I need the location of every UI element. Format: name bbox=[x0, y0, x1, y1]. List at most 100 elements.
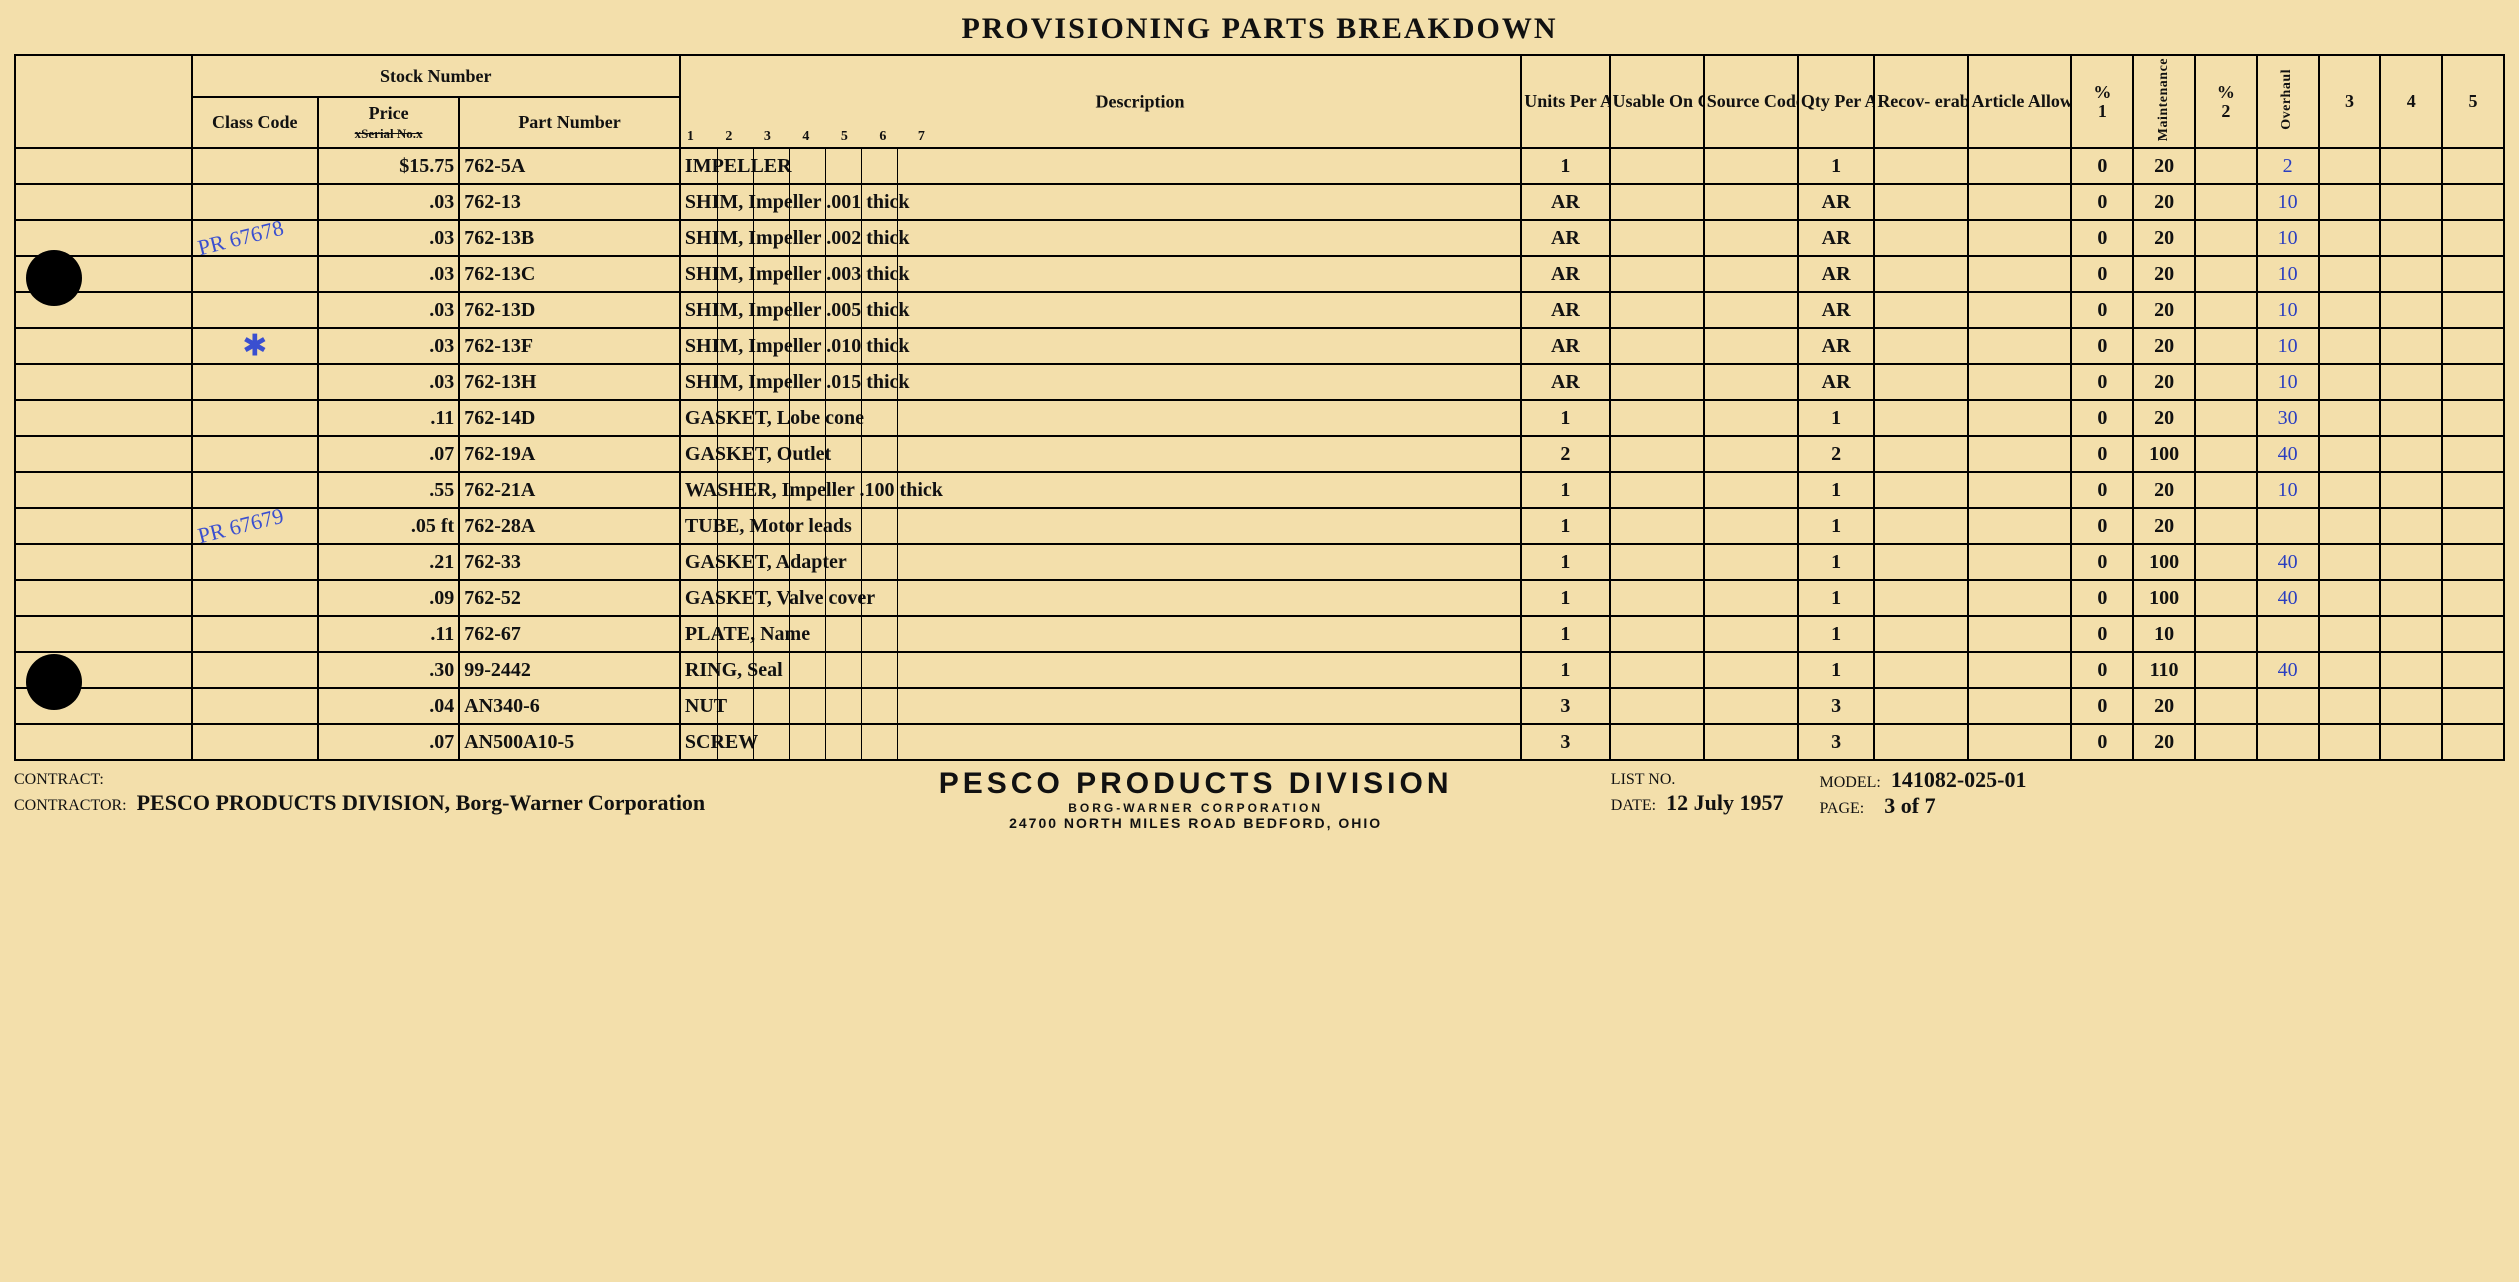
cell bbox=[2195, 292, 2257, 328]
cell bbox=[1874, 436, 1968, 472]
hdr-article-allow-list: Article Allow List bbox=[1968, 55, 2071, 148]
cell: AN340-6 bbox=[459, 688, 680, 724]
cell bbox=[192, 652, 319, 688]
table-row: .21762-33GASKET, Adapter11010040 bbox=[15, 544, 2504, 580]
cell: 0 bbox=[2071, 400, 2133, 436]
cell: 0 bbox=[2071, 652, 2133, 688]
cell bbox=[2195, 688, 2257, 724]
cell: 20 bbox=[2133, 724, 2195, 760]
cell: PR 67678 bbox=[192, 220, 319, 256]
cell bbox=[2257, 724, 2319, 760]
cell bbox=[2442, 256, 2504, 292]
hdr-n5: 5 bbox=[2442, 55, 2504, 148]
cell bbox=[2380, 616, 2442, 652]
cell bbox=[1968, 616, 2071, 652]
cell bbox=[1610, 400, 1704, 436]
cell: 40 bbox=[2257, 436, 2319, 472]
cell: 1 bbox=[1521, 148, 1609, 184]
cell bbox=[192, 148, 319, 184]
cell bbox=[2380, 688, 2442, 724]
cell bbox=[2380, 328, 2442, 364]
cell bbox=[1968, 436, 2071, 472]
cell bbox=[1610, 652, 1704, 688]
cell: 100 bbox=[2133, 544, 2195, 580]
cell: 10 bbox=[2133, 616, 2195, 652]
cell: 0 bbox=[2071, 436, 2133, 472]
hdr-part-number: Part Number bbox=[459, 97, 680, 148]
table-row: PR 67679.05 ft762-28ATUBE, Motor leads11… bbox=[15, 508, 2504, 544]
cell bbox=[1610, 220, 1704, 256]
cell bbox=[2442, 688, 2504, 724]
hdr-stock-number: Stock Number bbox=[192, 55, 680, 97]
cell: 10 bbox=[2257, 292, 2319, 328]
table-row: $15.75762-5AIMPELLER110202 bbox=[15, 148, 2504, 184]
cell bbox=[1610, 544, 1704, 580]
cell bbox=[1610, 724, 1704, 760]
cell-description: PLATE, Name bbox=[680, 616, 1521, 652]
cell bbox=[2257, 508, 2319, 544]
cell: 20 bbox=[2133, 508, 2195, 544]
date-value: 12 July 1957 bbox=[1666, 790, 1783, 815]
cell bbox=[2442, 220, 2504, 256]
cell bbox=[2380, 292, 2442, 328]
cell bbox=[1874, 508, 1968, 544]
cell bbox=[192, 400, 319, 436]
cell: 762-13C bbox=[459, 256, 680, 292]
cell: .09 bbox=[318, 580, 459, 616]
table-row: ✱.03762-13FSHIM, Impeller .010 thickARAR… bbox=[15, 328, 2504, 364]
table-row: .03762-13HSHIM, Impeller .015 thickARAR0… bbox=[15, 364, 2504, 400]
cell bbox=[192, 472, 319, 508]
cell bbox=[2442, 400, 2504, 436]
hdr-n4: 4 bbox=[2380, 55, 2442, 148]
cell bbox=[1968, 400, 2071, 436]
cell: 762-14D bbox=[459, 400, 680, 436]
cell: 10 bbox=[2257, 364, 2319, 400]
cell: .07 bbox=[318, 436, 459, 472]
cell: 100 bbox=[2133, 436, 2195, 472]
cell: AR bbox=[1798, 328, 1874, 364]
cell bbox=[1704, 436, 1798, 472]
contractor-value: PESCO PRODUCTS DIVISION, Borg-Warner Cor… bbox=[137, 790, 706, 815]
table-row: .09762-52GASKET, Valve cover11010040 bbox=[15, 580, 2504, 616]
cell bbox=[2442, 544, 2504, 580]
cell bbox=[2319, 580, 2381, 616]
table-header: Stock Number Description 1 2 3 4 5 6 7 U… bbox=[15, 55, 2504, 148]
cell: 30 bbox=[2257, 400, 2319, 436]
cell bbox=[2442, 472, 2504, 508]
cell: 0 bbox=[2071, 364, 2133, 400]
cell bbox=[1874, 184, 1968, 220]
cell: 3 bbox=[1798, 688, 1874, 724]
cell: 20 bbox=[2133, 256, 2195, 292]
cell bbox=[2380, 400, 2442, 436]
cell: AR bbox=[1521, 292, 1609, 328]
cell bbox=[2380, 364, 2442, 400]
hdr-price: PricexSerial No.x bbox=[318, 97, 459, 148]
cell-description: SHIM, Impeller .003 thick bbox=[680, 256, 1521, 292]
cell bbox=[2319, 544, 2381, 580]
hdr-units-per-assy: Units Per Assy bbox=[1521, 55, 1609, 148]
cell bbox=[15, 472, 192, 508]
cell bbox=[1610, 580, 1704, 616]
cell bbox=[2442, 292, 2504, 328]
cell bbox=[1968, 364, 2071, 400]
cell: 40 bbox=[2257, 544, 2319, 580]
cell bbox=[1874, 256, 1968, 292]
cell: 762-21A bbox=[459, 472, 680, 508]
cell bbox=[2442, 148, 2504, 184]
cell: 0 bbox=[2071, 508, 2133, 544]
cell: 1 bbox=[1521, 580, 1609, 616]
cell: 40 bbox=[2257, 580, 2319, 616]
cell bbox=[2257, 616, 2319, 652]
cell bbox=[1610, 328, 1704, 364]
cell bbox=[2442, 508, 2504, 544]
cell: 1 bbox=[1521, 616, 1609, 652]
table-row: .55762-21AWASHER, Impeller .100 thick110… bbox=[15, 472, 2504, 508]
cell: .03 bbox=[318, 256, 459, 292]
cell-description: GASKET, Adapter bbox=[680, 544, 1521, 580]
cell bbox=[192, 436, 319, 472]
cell: AR bbox=[1521, 256, 1609, 292]
cell bbox=[1610, 256, 1704, 292]
cell: $15.75 bbox=[318, 148, 459, 184]
cell bbox=[2380, 220, 2442, 256]
cell: 1 bbox=[1521, 472, 1609, 508]
